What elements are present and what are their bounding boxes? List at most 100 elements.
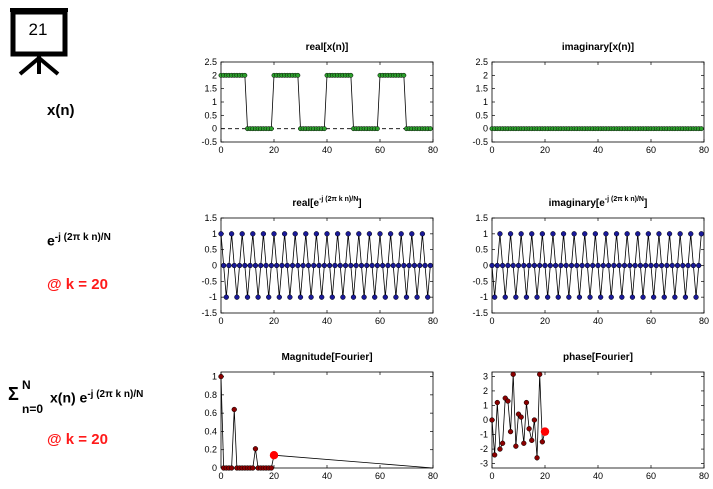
chart-title: real[x(n)] [306,42,349,53]
data-point [653,262,659,269]
chart-p5: Magnitude[Fourier] 0 20 40 60 80 0 0.2 0.4 0.6 0.8… [204,352,438,481]
chart-p3: real[e-j (2π k n)/N] 0 20 40 60 80 -1.5 -1 -0.5 0… [201,196,438,326]
data-point [234,294,240,300]
data-point [337,262,343,269]
data-point [513,443,519,449]
chart-title-main: imaginary[e [549,198,606,209]
data-point [574,262,580,269]
x-tick-label: 0 [218,145,223,155]
row-label-signal: x(n) [47,102,75,119]
data-point [327,262,333,269]
data-point [364,262,370,269]
data-point [387,231,394,237]
y-tick-label: 0.5 [204,110,217,120]
data-point [382,294,388,300]
data-point [664,262,670,269]
chart-p6: phase[Fourier] 0 20 40 60 80 -3 -2 -1 0 1 2 3 [480,352,709,481]
data-point [377,231,383,237]
series-line [491,233,702,298]
chart-title: imaginary[x(n)] [562,42,634,53]
data-point [250,465,256,471]
x-tick-label: 60 [646,316,656,326]
chart-title-end: ] [644,198,647,209]
chart-title-main: real[e [292,198,319,209]
plot-frame [220,371,434,469]
data-point [643,262,649,269]
data-point [576,294,583,300]
x-tick-label: 0 [489,145,494,155]
sigma-symbol: Σ [8,384,19,404]
y-tick-label: -0.5 [472,137,488,147]
data-point [366,231,373,237]
x-tick-label: 40 [593,145,603,155]
x-tick-label: 0 [489,316,494,326]
data-point [552,262,559,269]
data-point [292,231,298,237]
x-tick-label: 80 [699,471,709,481]
data-point [547,262,553,269]
data-point [422,262,428,269]
data-point [616,262,622,269]
series-line [220,233,431,298]
data-point [518,414,524,420]
chart-title: imaginary[e-j (2π k n)/N] [549,196,648,209]
row3-k-value: @ k = 20 [47,431,108,448]
data-point [507,231,514,237]
data-point [239,231,245,237]
chart-title-main: Magnitude[Fourier] [281,352,372,363]
data-point [369,262,375,269]
x-tick-label: 40 [593,471,603,481]
data-point [295,262,301,269]
chart-title-superscript: -j (2π k n)/N [319,196,358,203]
data-point [395,262,402,269]
data-point [632,262,638,269]
row-label-complex-exponential: e-j (2π k n)/N [47,232,111,249]
data-point [268,262,275,269]
data-point [361,294,367,300]
data-point [497,446,503,452]
data-point [624,231,630,237]
x-tick-label: 60 [375,316,385,326]
data-point [308,294,314,300]
data-point [658,262,665,269]
x-tick-label: 60 [646,471,656,481]
data-point [611,262,617,269]
data-point [374,126,380,132]
y-tick-label: -2 [480,444,488,454]
y-tick-label: 2.5 [204,57,217,67]
data-point [242,262,248,269]
data-point [300,262,306,269]
data-point [579,262,585,269]
chart-p1: real[x(n)]0 20 40 60 80-0.500.511.522.5 [201,42,438,155]
sum-expression: x(n) e-j (2π k n)/N [50,389,143,406]
data-point [252,262,259,269]
data-point [494,399,500,406]
data-point [629,294,636,300]
data-point [244,294,251,300]
data-point [499,262,506,269]
y-tick-label: 0 [212,463,217,473]
y-tick-label: 0 [212,261,217,271]
data-point [398,231,404,237]
y-tick-label: 1.5 [475,84,488,94]
data-point [218,373,224,380]
data-point [258,262,264,269]
data-point [627,262,633,269]
data-point [499,440,506,446]
chart-title-main: imaginary[x(n)] [562,42,634,53]
y-tick-label: 2 [483,386,488,396]
y-tick-label: 0 [483,261,488,271]
data-point [266,294,272,300]
data-point [563,262,569,269]
data-point [289,262,296,269]
chart-p2: imaginary[x(n)]0 20 40 60 80-0.500.511.522.5 [472,42,709,155]
x-tick-label: 80 [428,316,438,326]
data-point [661,294,667,300]
data-point [228,231,235,237]
y-tick-label: 0 [212,124,217,134]
x-tick-label: 0 [489,471,494,481]
data-point [223,294,229,300]
data-point [255,294,261,300]
x-tick-label: 80 [699,145,709,155]
data-point [648,262,654,269]
